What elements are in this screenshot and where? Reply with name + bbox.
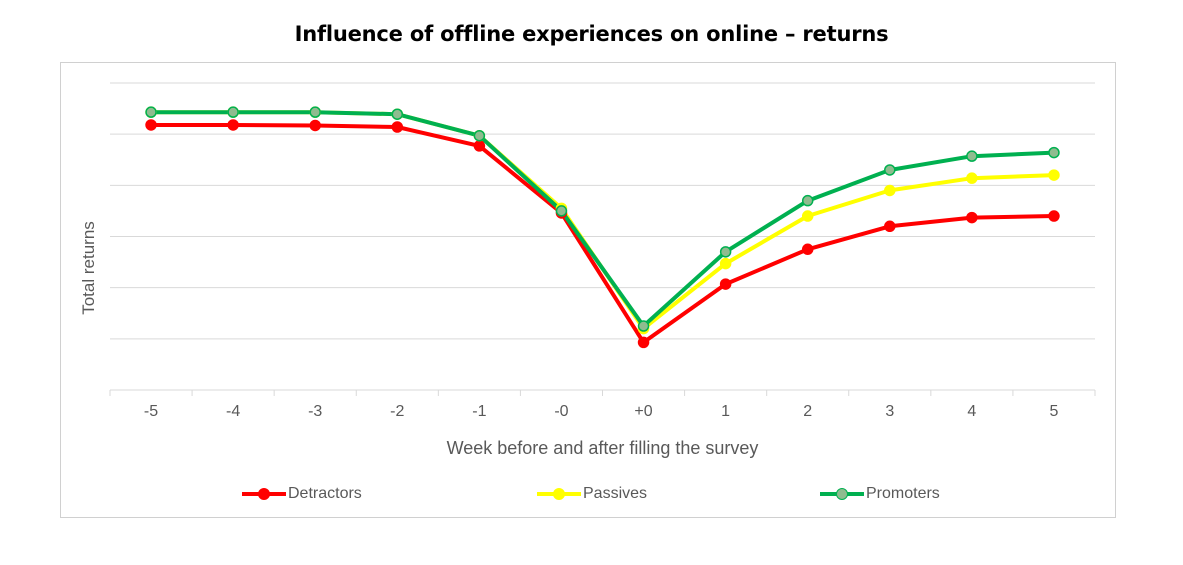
series-points: [145, 106, 1060, 349]
legend-label-promoters: Promoters: [866, 485, 940, 502]
series-lines: [149, 110, 1056, 345]
data-point-promoters: [884, 164, 896, 176]
data-point-detractors: [145, 119, 157, 131]
data-point-passives: [1048, 169, 1060, 181]
data-point-promoters: [555, 205, 568, 217]
data-point-promoters: [309, 106, 321, 118]
data-point-promoters: [637, 320, 650, 332]
data-point-detractors: [1048, 210, 1060, 222]
x-tick-label: 2: [803, 403, 812, 420]
series-line-detractors: [149, 123, 1056, 345]
x-tick-label: 3: [885, 403, 894, 420]
data-point-passives: [801, 210, 814, 222]
data-point-promoters: [391, 108, 404, 120]
legend-swatch-promoters: [820, 487, 864, 501]
x-tick-label: -4: [226, 403, 240, 420]
data-point-detractors: [801, 243, 814, 256]
data-point-passives: [966, 172, 978, 184]
data-point-detractors: [884, 220, 896, 233]
data-point-detractors: [391, 121, 404, 133]
data-point-promoters: [227, 106, 239, 118]
legend-label-passives: Passives: [583, 485, 648, 502]
x-tick-label: -0: [554, 403, 568, 420]
data-point-passives: [884, 184, 896, 197]
data-point-passives: [719, 257, 732, 270]
data-point-promoters: [801, 194, 814, 207]
data-point-detractors: [637, 336, 650, 349]
legend-label-detractors: Detractors: [288, 485, 362, 502]
x-tick-label: 5: [1050, 403, 1059, 420]
data-point-promoters: [966, 150, 978, 162]
data-point-promoters: [719, 246, 732, 258]
x-tick-label: 4: [967, 403, 976, 420]
chart-title: Influence of offline experiences on onli…: [294, 22, 889, 46]
data-point-promoters: [473, 129, 486, 142]
data-point-detractors: [227, 119, 239, 131]
data-point-detractors: [473, 140, 486, 152]
data-point-promoters: [1048, 146, 1060, 159]
x-tick-label: 1: [721, 403, 730, 420]
x-tick-label: +0: [634, 403, 652, 420]
data-point-detractors: [719, 278, 732, 290]
x-tick-labels: -5 -4 -3 -2 -1 -0 +0 1 2 3 4 5: [144, 403, 1059, 420]
data-point-detractors: [309, 119, 321, 132]
x-tick-label: -3: [308, 403, 322, 420]
x-tick-label: -5: [144, 403, 158, 420]
chart-frame: [60, 62, 1116, 518]
grid-lines: [110, 82, 1095, 340]
x-tick-label: -2: [390, 403, 404, 420]
series-line-passives: [149, 110, 1056, 331]
legend-item-passives: Passives: [537, 483, 647, 505]
legend-item-detractors: Detractors: [242, 483, 362, 505]
x-axis-label: Week before and after filling the survey: [446, 438, 759, 458]
legend-swatch-passives: [537, 487, 581, 501]
x-axis: [109, 389, 1096, 396]
legend-swatch-detractors: [242, 487, 286, 501]
data-point-detractors: [966, 211, 978, 224]
y-axis-label: Total returns: [79, 221, 98, 315]
data-point-promoters: [145, 106, 157, 118]
legend-item-promoters: Promoters: [820, 483, 940, 505]
x-tick-label: -1: [472, 403, 486, 420]
series-line-promoters: [149, 110, 1056, 328]
